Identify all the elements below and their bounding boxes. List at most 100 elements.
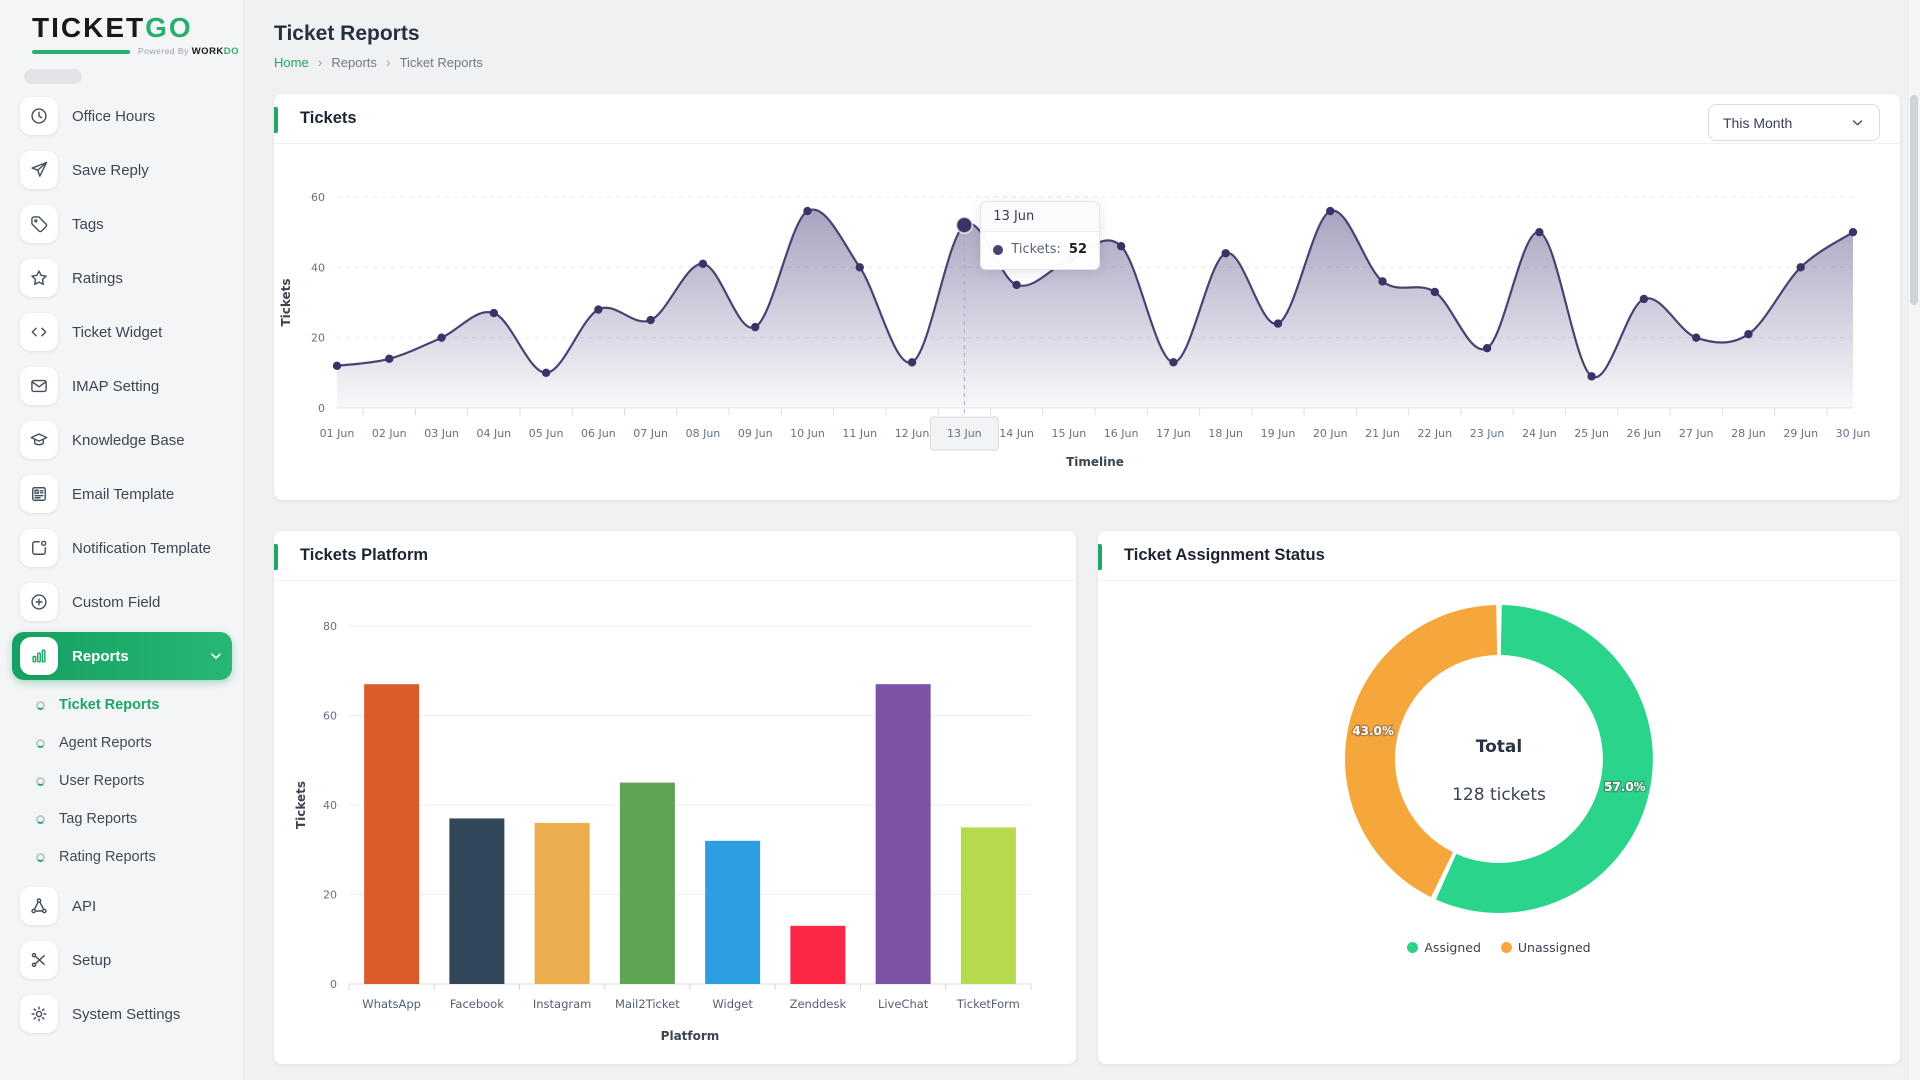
platform-bar-chart[interactable]: 0 20 40 60 80 WhatsApp Facebook Instagram Mail2T… <box>274 581 1076 1056</box>
svg-text:20: 20 <box>323 889 337 902</box>
layout-icon <box>20 475 58 513</box>
sidebar-item-label: IMAP Setting <box>72 377 160 395</box>
tickets-line-chart[interactable]: 0 20 40 60 01 Jun 02 Jun 03 Jun 04 Jun 05 Jun 06 … <box>274 144 1900 494</box>
sidebar-item-label: Knowledge Base <box>72 431 185 449</box>
bar-instagram[interactable] <box>534 822 590 984</box>
sidebar-item-reports[interactable]: Reports <box>12 632 232 680</box>
bar-whatsapp[interactable] <box>364 684 420 984</box>
legend-item-assigned[interactable]: Assigned <box>1407 940 1481 955</box>
svg-text:Timeline: Timeline <box>1066 455 1124 469</box>
api-icon <box>20 887 58 925</box>
bar-facebook[interactable] <box>449 818 505 984</box>
svg-text:TicketForm: TicketForm <box>956 997 1020 1011</box>
sidebar-item-api[interactable]: API <box>12 882 232 930</box>
sidebar-item-label: Setup <box>72 951 112 969</box>
legend-item-unassigned[interactable]: Unassigned <box>1500 940 1591 955</box>
bar-mail2ticket[interactable] <box>619 782 675 984</box>
sidebar-item-label: System Settings <box>72 1005 181 1023</box>
sidebar-item-system-settings[interactable]: System Settings <box>12 990 232 1038</box>
sidebar-item-imap-setting[interactable]: IMAP Setting <box>12 362 232 410</box>
sidebar-item-notification-template[interactable]: Notification Template <box>12 524 232 572</box>
sidebar-item-knowledge-base[interactable]: Knowledge Base <box>12 416 232 464</box>
page-scrollbar[interactable] <box>1907 0 1920 1080</box>
sidebar-item-setup[interactable]: Setup <box>12 936 232 984</box>
subitem-bullet-icon <box>36 738 45 748</box>
sidebar-item-label: API <box>72 897 97 915</box>
svg-text:LiveChat: LiveChat <box>878 997 929 1011</box>
svg-text:02 Jun: 02 Jun <box>372 427 407 440</box>
card-accent-bar <box>274 544 278 570</box>
sidebar: TICKETGO Powered By WORKDO Office Hours S… <box>0 0 244 1080</box>
sidebar-item-label: Notification Template <box>72 539 211 557</box>
sidebar-subitem-label: Agent Reports <box>59 735 152 751</box>
donut-slice-unassigned[interactable] <box>1345 605 1498 898</box>
chevron-down-icon <box>1850 115 1865 130</box>
svg-text:11 Jun: 11 Jun <box>842 427 877 440</box>
tickets-chart-card: Tickets This Month 0 20 40 60 01 Jun 02 Jun 03… <box>274 94 1900 500</box>
series-dot-icon <box>993 244 1004 255</box>
sidebar-subitem-user-reports[interactable]: User Reports <box>12 762 232 800</box>
sidebar-item-save-reply[interactable]: Save Reply <box>12 146 232 194</box>
assignment-donut-chart[interactable]: 57.0% 43.0% Total 128 tickets <box>1098 581 1900 914</box>
svg-text:24 Jun: 24 Jun <box>1522 427 1557 440</box>
svg-text:Mail2Ticket: Mail2Ticket <box>615 997 680 1011</box>
svg-text:23 Jun: 23 Jun <box>1470 427 1505 440</box>
bar-livechat[interactable] <box>875 684 931 984</box>
donut-center-subtitle: 128 tickets <box>1452 785 1546 805</box>
svg-text:09 Jun: 09 Jun <box>738 427 773 440</box>
scissors-icon <box>20 941 58 979</box>
sidebar-item-label: Tags <box>72 215 104 233</box>
sidebar-item-tags[interactable]: Tags <box>12 200 232 248</box>
svg-text:WhatsApp: WhatsApp <box>362 997 421 1011</box>
sidebar-item-label: Reports <box>72 647 129 665</box>
sidebar-item-custom-field[interactable]: Custom Field <box>12 578 232 626</box>
svg-text:10 Jun: 10 Jun <box>790 427 825 440</box>
svg-text:07 Jun: 07 Jun <box>633 427 668 440</box>
mail-icon <box>20 367 58 405</box>
app-logo[interactable]: TICKETGO Powered By WORKDO <box>0 0 244 57</box>
platform-card-title: Tickets Platform <box>300 546 429 564</box>
svg-text:Tickets: Tickets <box>279 278 293 326</box>
svg-text:05 Jun: 05 Jun <box>529 427 564 440</box>
svg-text:06 Jun: 06 Jun <box>581 427 616 440</box>
svg-text:15 Jun: 15 Jun <box>1052 427 1087 440</box>
donut-chart-svg: 57.0% 43.0% Total 128 tickets <box>1345 605 1653 913</box>
svg-text:18 Jun: 18 Jun <box>1208 427 1243 440</box>
svg-text:40: 40 <box>311 261 325 274</box>
svg-text:Instagram: Instagram <box>533 997 592 1011</box>
sidebar-item-office-hours[interactable]: Office Hours <box>12 92 232 140</box>
sidebar-subitem-rating-reports[interactable]: Rating Reports <box>12 838 232 876</box>
line-chart-svg: 0 20 40 60 01 Jun 02 Jun 03 Jun 04 Jun 05 Jun 06 … <box>279 191 1870 469</box>
bar-widget[interactable] <box>705 840 761 984</box>
period-filter-dropdown[interactable]: This Month <box>1708 104 1880 141</box>
breadcrumb-reports[interactable]: Reports <box>331 54 377 70</box>
svg-text:43.0%: 43.0% <box>1352 724 1394 738</box>
svg-text:40: 40 <box>323 799 337 812</box>
donut-slice-assigned[interactable] <box>1435 605 1653 913</box>
logo-text: TICKETGO <box>32 12 193 43</box>
logo-underline <box>32 49 130 54</box>
sidebar-item-label: Custom Field <box>72 593 161 611</box>
breadcrumb-home[interactable]: Home <box>274 54 309 70</box>
svg-text:Platform: Platform <box>661 1029 720 1043</box>
svg-text:08 Jun: 08 Jun <box>686 427 721 440</box>
donut-center-title: Total <box>1476 737 1522 757</box>
svg-text:19 Jun: 19 Jun <box>1261 427 1296 440</box>
sidebar-subitem-label: Ticket Reports <box>59 697 160 713</box>
subitem-bullet-icon <box>36 814 45 824</box>
sidebar-subitem-ticket-reports[interactable]: Ticket Reports <box>12 686 232 724</box>
legend-label: Assigned <box>1424 940 1481 955</box>
sidebar-subitem-tag-reports[interactable]: Tag Reports <box>12 800 232 838</box>
sidebar-subitem-agent-reports[interactable]: Agent Reports <box>12 724 232 762</box>
svg-text:21 Jun: 21 Jun <box>1365 427 1400 440</box>
sidebar-item-ticket-widget[interactable]: Ticket Widget <box>12 308 232 356</box>
bar-ticketform[interactable] <box>960 827 1016 984</box>
svg-text:27 Jun: 27 Jun <box>1679 427 1714 440</box>
tickets-platform-card: Tickets Platform 0 20 40 60 80 WhatsApp Facebo… <box>274 531 1076 1064</box>
scrollbar-thumb[interactable] <box>1910 95 1918 305</box>
sidebar-item-ratings[interactable]: Ratings <box>12 254 232 302</box>
sidebar-item-email-template[interactable]: Email Template <box>12 470 232 518</box>
legend-dot-icon <box>1407 942 1419 953</box>
bar-zenddesk[interactable] <box>790 925 846 984</box>
svg-text:16 Jun: 16 Jun <box>1104 427 1139 440</box>
